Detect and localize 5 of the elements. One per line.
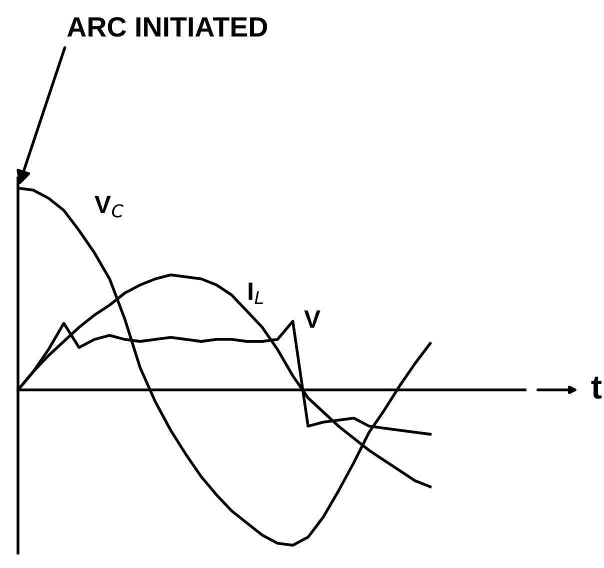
series-label: I$_{L}$ <box>248 282 263 304</box>
series-label: V <box>304 310 320 328</box>
text: ARC INITIATED <box>67 17 268 37</box>
series-label: V$_{C}$ <box>94 196 124 218</box>
x-axis-title: t <box>591 376 602 399</box>
